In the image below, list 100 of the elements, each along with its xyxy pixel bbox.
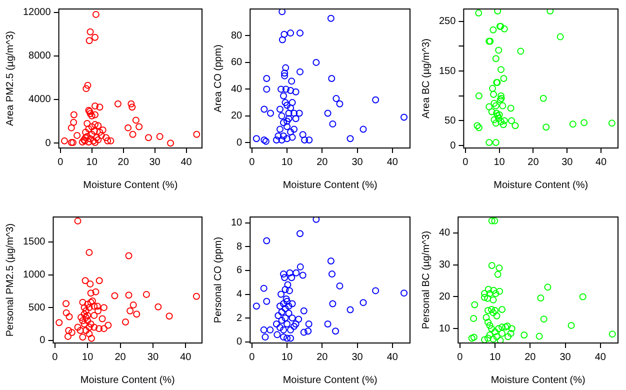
- point: [508, 325, 516, 332]
- point: [484, 286, 492, 293]
- point: [304, 328, 312, 335]
- point: [267, 110, 274, 117]
- point: [500, 75, 508, 82]
- point: [278, 36, 286, 44]
- y-tick-label: 1500: [22, 236, 46, 248]
- y-tick-label: 40: [439, 228, 451, 239]
- y-tick-label: 6: [236, 265, 243, 276]
- point: [336, 282, 344, 290]
- point: [480, 294, 488, 301]
- point: [493, 110, 500, 117]
- point: [292, 88, 300, 96]
- point: [299, 131, 306, 138]
- point: [90, 137, 97, 144]
- point: [107, 137, 114, 144]
- point: [488, 108, 496, 116]
- point: [542, 124, 550, 131]
- point: [263, 75, 270, 82]
- point: [80, 304, 88, 312]
- point: [490, 116, 498, 124]
- point: [84, 82, 92, 89]
- y-tick-label: 150: [438, 66, 456, 77]
- point: [480, 336, 488, 343]
- point: [84, 120, 91, 127]
- point: [102, 134, 110, 142]
- y-tick-label: 10: [231, 218, 243, 229]
- x-tick-label: 30: [352, 156, 364, 168]
- point: [56, 319, 63, 326]
- point: [70, 111, 78, 118]
- x-tick-label: 40: [180, 352, 192, 363]
- y-tick-label: 0: [236, 336, 243, 348]
- point: [65, 327, 72, 334]
- point: [94, 136, 102, 144]
- y-tick-label: 8000: [28, 50, 52, 62]
- x-tick-label: 30: [147, 352, 159, 363]
- y-tick-label: 0: [450, 140, 456, 152]
- point: [332, 328, 340, 335]
- x-tick-label: 20: [316, 352, 328, 363]
- point: [90, 302, 98, 310]
- point: [296, 263, 304, 270]
- point: [92, 139, 98, 146]
- point: [580, 119, 588, 126]
- point: [88, 112, 96, 120]
- point: [492, 306, 499, 314]
- point: [299, 272, 306, 279]
- point: [86, 330, 93, 338]
- point: [488, 262, 496, 269]
- point: [569, 120, 576, 128]
- point: [500, 121, 507, 128]
- x-tick-label: 10: [281, 352, 294, 363]
- point: [372, 96, 380, 104]
- point: [260, 284, 268, 292]
- point: [475, 124, 482, 132]
- point: [327, 257, 334, 264]
- point: [282, 86, 290, 93]
- point: [328, 270, 336, 278]
- point: [490, 309, 497, 316]
- x-tick-label: 30: [352, 352, 364, 363]
- point: [475, 9, 482, 16]
- point: [124, 124, 132, 132]
- point: [263, 237, 270, 244]
- point: [274, 331, 281, 338]
- y-tick-label: 250: [438, 16, 456, 28]
- point: [90, 312, 98, 319]
- point: [286, 287, 293, 294]
- point: [540, 94, 547, 102]
- point: [78, 138, 86, 146]
- y-tick-label: 10: [439, 323, 451, 334]
- y-axis-title: Personal PM2.5 (µg/m^3): [4, 223, 16, 337]
- point: [287, 334, 294, 342]
- point: [486, 322, 494, 329]
- point: [508, 117, 516, 124]
- point: [154, 303, 162, 310]
- point: [290, 110, 298, 117]
- point: [324, 320, 332, 328]
- point: [287, 104, 294, 112]
- point: [78, 314, 85, 321]
- y-tick-label: 500: [28, 302, 46, 314]
- x-tick-label: 40: [386, 156, 398, 168]
- point: [328, 75, 336, 82]
- y-tick-label: 20: [231, 110, 243, 122]
- point: [79, 334, 86, 341]
- x-axis-title: Moisture Content (%): [83, 180, 178, 191]
- point: [284, 135, 291, 142]
- y-tick-label: 40: [231, 84, 243, 95]
- point: [74, 132, 81, 139]
- point: [276, 126, 284, 133]
- point: [492, 328, 499, 336]
- point: [475, 92, 482, 100]
- point: [496, 264, 503, 272]
- point: [484, 306, 492, 314]
- point: [96, 325, 103, 332]
- point: [92, 111, 98, 118]
- y-tick-label: 0: [236, 137, 243, 148]
- point: [260, 326, 268, 334]
- point: [92, 102, 98, 110]
- point: [99, 126, 106, 134]
- point: [490, 26, 497, 34]
- point: [332, 95, 340, 102]
